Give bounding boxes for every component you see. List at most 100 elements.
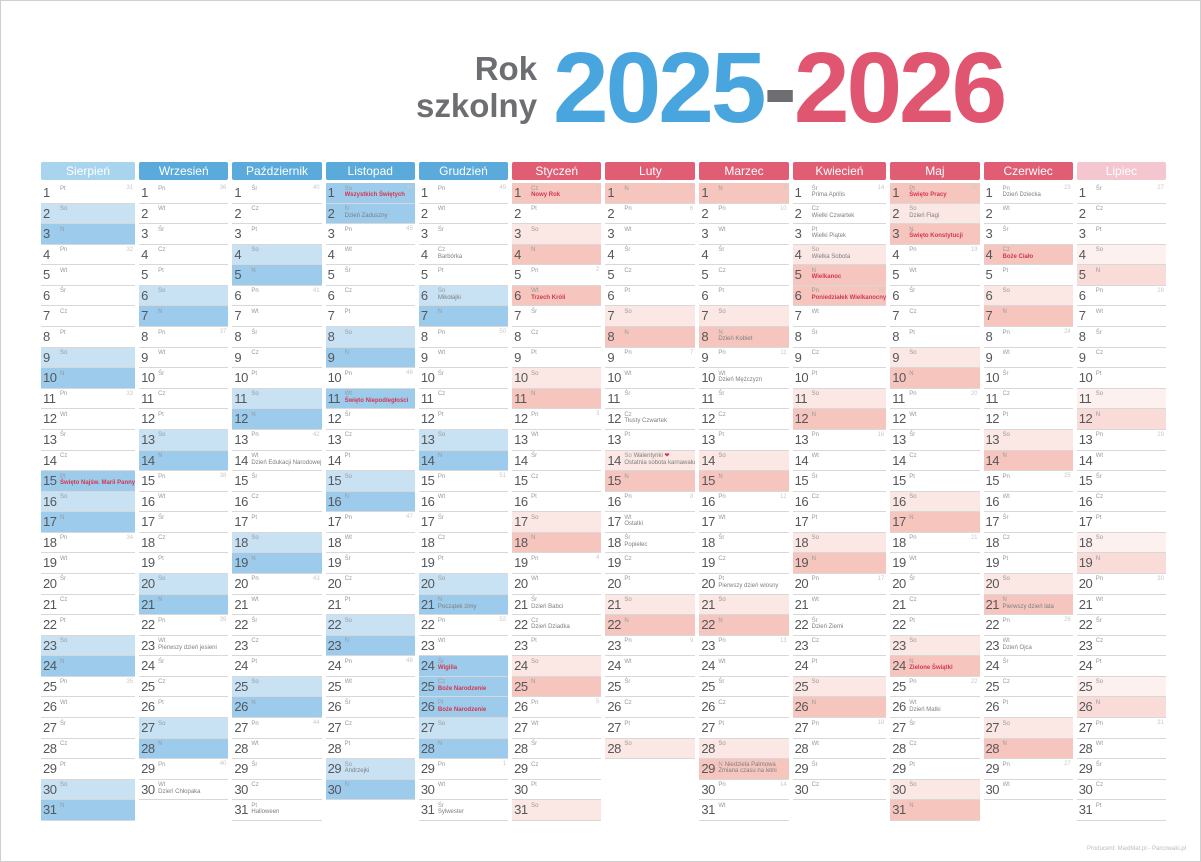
day-number: 30 xyxy=(327,781,342,797)
day-meta: Wt Dzień Ojca xyxy=(1003,636,1073,652)
week-number: 5 xyxy=(690,185,694,191)
day-number: 2 xyxy=(514,205,521,221)
day-cell: 11 N xyxy=(512,388,602,410)
weekday-abbr: Wt xyxy=(437,206,446,213)
day-cell: 30 Cz xyxy=(792,780,887,801)
weekday-abbr: Śr xyxy=(1095,185,1102,192)
day-cell: 3 Pt Wielki Piątek xyxy=(792,224,887,245)
weekday-abbr: So xyxy=(158,720,166,727)
day-meta: Śr xyxy=(1096,183,1166,192)
day-number: 1 xyxy=(420,185,428,200)
day-cell: 3 Pt xyxy=(1076,224,1166,245)
day-meta: So Wszystkich Świętych xyxy=(345,183,415,199)
weekday-abbr: So xyxy=(624,741,632,748)
day-number: 8 xyxy=(141,329,148,345)
weekday-abbr: So xyxy=(437,432,446,439)
holiday-label: Niedziela Palmowa xyxy=(724,761,776,768)
day-cell: 9 So xyxy=(890,347,980,369)
week-number: 29 xyxy=(1157,431,1164,438)
day-meta: N xyxy=(60,512,135,521)
day-meta: N xyxy=(438,306,508,315)
day-meta: N Wielkanoc xyxy=(812,265,887,281)
day-meta: Cz xyxy=(251,780,321,789)
day-cell: 12 Cz Tłusty Czwartek xyxy=(605,409,696,430)
day-cell: 2 Pt xyxy=(512,204,602,225)
day-cell: 21 Śr Dzień Babci xyxy=(512,595,602,616)
day-cell: 9 Pn 11 xyxy=(699,348,789,369)
weekday-abbr: N xyxy=(158,308,163,315)
weekday-abbr: Pt xyxy=(158,555,164,562)
day-number: 8 xyxy=(43,329,50,345)
day-meta: Wt xyxy=(438,780,508,789)
weekday-abbr: So xyxy=(251,535,259,542)
weekday-abbr: Pn xyxy=(909,247,917,254)
day-number: 7 xyxy=(794,308,802,324)
week-number: 18 xyxy=(970,185,978,191)
weekday-abbr: Pn xyxy=(60,535,68,542)
day-cell: 10 Śr xyxy=(983,368,1073,389)
day-meta: Śr xyxy=(531,739,601,748)
day-cell: 13 Pt xyxy=(699,430,789,451)
weekday-abbr: Śr xyxy=(811,473,818,480)
day-meta: Wt xyxy=(531,718,601,727)
day-meta: Pt xyxy=(909,615,979,624)
day-number: 28 xyxy=(141,740,155,756)
weekday-abbr: Śr xyxy=(624,247,631,254)
day-cell: 1 Pn Dzień Dziecka 23 xyxy=(983,183,1073,204)
day-meta: Wt Dzień Chłopaka xyxy=(158,780,228,796)
day-number: 7 xyxy=(43,308,50,324)
day-meta: Pn xyxy=(251,718,321,727)
day-meta: N xyxy=(812,409,887,418)
day-meta: Pt xyxy=(624,286,695,295)
weekday-abbr: N xyxy=(437,453,443,460)
day-meta: N xyxy=(158,595,228,604)
week-number: 30 xyxy=(1157,575,1164,582)
day-cell: 3 Pn 45 xyxy=(325,224,415,245)
day-meta: Wt xyxy=(812,595,887,604)
weekday-abbr: So xyxy=(624,308,632,315)
day-cell: 13 Cz xyxy=(325,430,415,451)
day-cell: 24 Pt xyxy=(232,656,322,677)
day-cell: 3 Wt xyxy=(605,224,696,245)
day-cell: 27 Pt xyxy=(699,718,789,739)
day-number: 9 xyxy=(985,349,993,365)
day-number: 20 xyxy=(892,575,906,591)
weekday-abbr: Pn xyxy=(531,411,539,418)
day-meta: Wt Trzech Króli xyxy=(531,286,601,302)
day-number: 7 xyxy=(327,308,335,324)
day-number: 18 xyxy=(43,534,57,550)
weekday-abbr: Śr xyxy=(251,329,258,336)
weekday-abbr: Śr xyxy=(437,802,444,809)
day-number: 1 xyxy=(607,185,615,200)
week-number: 16 xyxy=(877,431,885,438)
day-meta: Śr xyxy=(1003,512,1073,521)
weekday-abbr: Wt xyxy=(718,802,726,809)
day-meta: So xyxy=(251,677,321,686)
day-number: 11 xyxy=(701,390,714,406)
weekday-abbr: Wt xyxy=(624,658,632,665)
day-number: 28 xyxy=(514,740,528,756)
day-number: 1 xyxy=(1078,185,1086,200)
weekday-abbr: N xyxy=(624,185,629,192)
month-header: Listopad xyxy=(325,162,415,180)
day-meta: Wt xyxy=(1003,780,1073,789)
day-cell: 21 Cz xyxy=(890,595,980,616)
weekday-abbr: Cz xyxy=(909,741,917,748)
weekday-abbr: Pt xyxy=(1095,514,1102,521)
day-meta: N xyxy=(624,183,695,192)
week-number: 9 xyxy=(690,637,694,644)
day-number: 21 xyxy=(327,596,342,612)
weekday-abbr: Śr xyxy=(718,535,725,542)
weekday-abbr: N xyxy=(344,206,349,213)
day-cell: 30 N xyxy=(325,779,415,801)
day-number: 18 xyxy=(141,534,155,550)
weekday-abbr: N xyxy=(531,391,536,398)
day-meta: Pn xyxy=(60,677,135,686)
day-number: 2 xyxy=(234,205,242,221)
weekday-abbr: So xyxy=(531,658,539,665)
day-meta: Śr Popielec xyxy=(624,533,695,549)
weekday-abbr: Pn xyxy=(251,720,259,727)
day-meta: Śr xyxy=(1096,327,1166,336)
day-number: 10 xyxy=(420,370,435,386)
weekday-abbr: Wt xyxy=(624,514,632,521)
